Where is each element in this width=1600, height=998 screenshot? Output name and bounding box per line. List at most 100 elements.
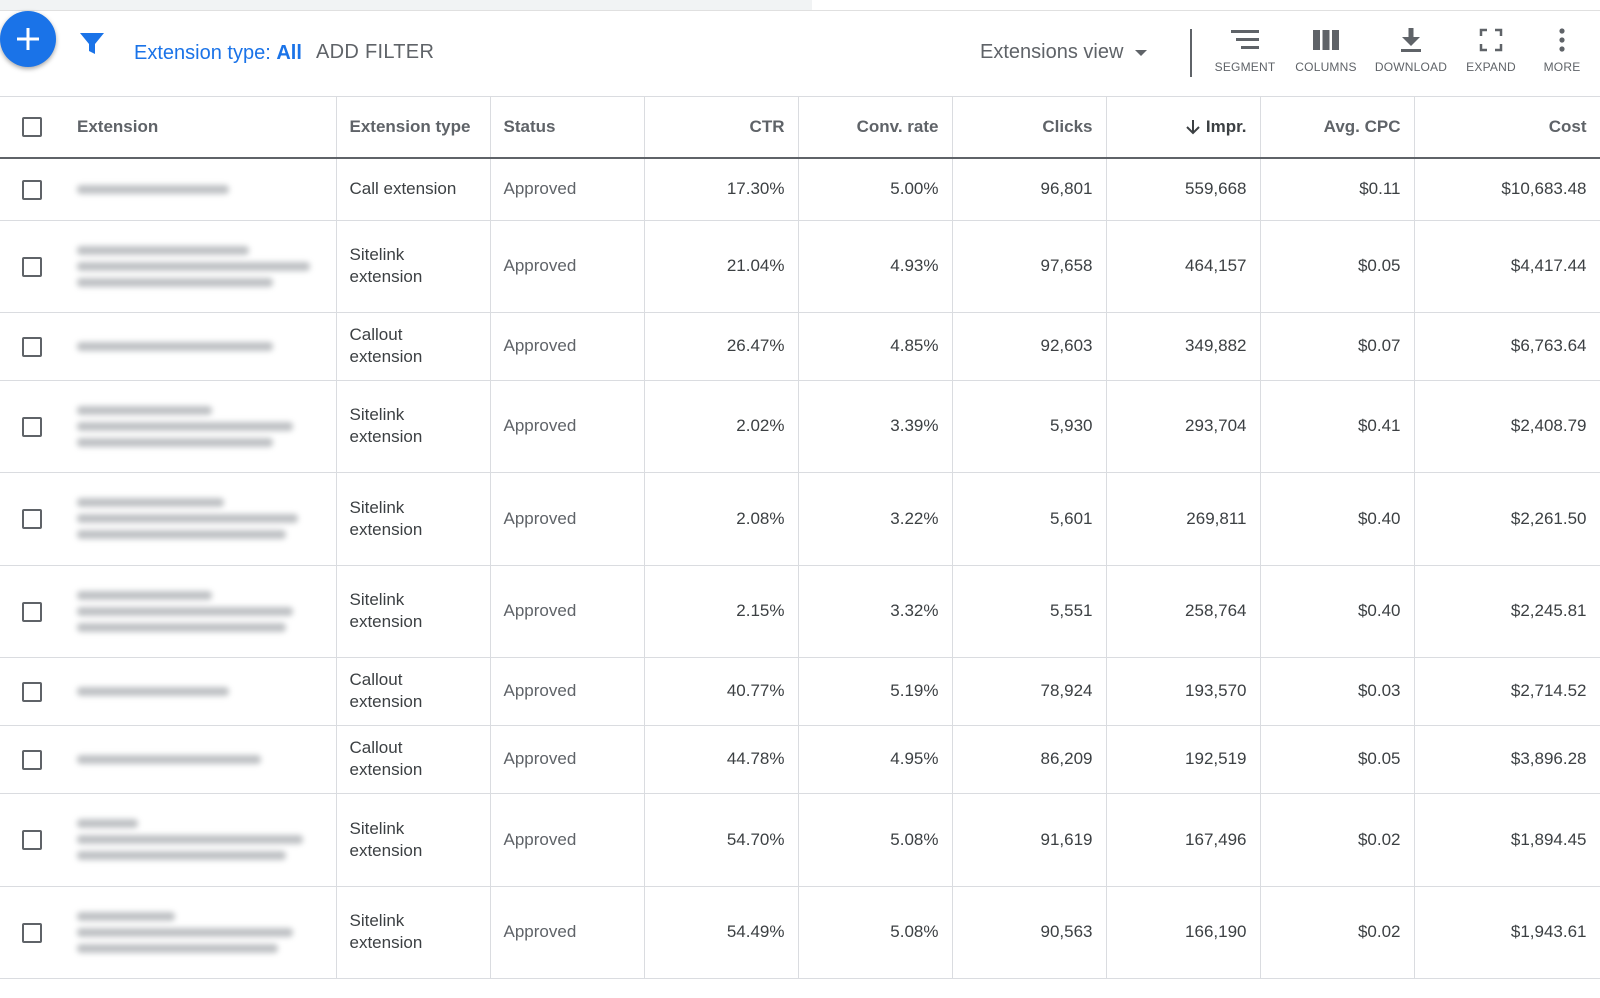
row-checkbox[interactable] [22,749,42,770]
cell-status: Approved [490,312,645,381]
columns-button[interactable]: COLUMNS [1286,27,1366,74]
row-select-cell [0,793,64,887]
row-checkbox[interactable] [22,509,42,530]
view-select[interactable]: Extensions view [980,41,1148,64]
header-avg-cpc[interactable]: Avg. CPC [1260,97,1415,159]
redacted-text [77,819,323,860]
table-row[interactable]: Sitelink extension Approved 2.08% 3.22% 5,60… [0,472,1600,566]
cell-clicks: 5,601 [952,472,1107,566]
row-checkbox[interactable] [22,179,42,200]
header-extension[interactable]: Extension [64,97,337,159]
header-extension-type[interactable]: Extension type [336,97,491,159]
redacted-line [77,498,225,507]
header-conv-rate[interactable]: Conv. rate [798,97,953,159]
row-checkbox[interactable] [22,681,42,702]
table-row[interactable]: Callout extension Approved 44.78% 4.95% 86,2… [0,725,1600,794]
toolbar-divider [1190,29,1192,77]
redacted-line [77,421,294,431]
cell-clicks: 86,209 [952,725,1107,794]
row-checkbox[interactable] [22,336,42,357]
cell-impr: 269,811 [1106,472,1261,566]
table-row[interactable]: Sitelink extension Approved 54.49% 5.08% 90,… [0,886,1600,979]
cell-conv-rate: 5.00% [798,158,953,221]
table-row[interactable]: Callout extension Approved 40.77% 5.19% 78,9… [0,657,1600,726]
cell-avg-cpc: $0.11 [1260,158,1415,221]
cell-extension-redacted[interactable] [64,725,337,794]
cell-conv-rate: 5.19% [798,657,953,726]
table-row[interactable]: Sitelink extension Approved 54.70% 5.08% 91,… [0,793,1600,887]
cell-conv-rate: 4.93% [798,220,953,313]
row-checkbox[interactable] [22,256,42,277]
cell-ctr: 17.30% [644,158,799,221]
row-checkbox[interactable] [22,922,42,943]
dropdown-caret-icon [1135,49,1148,56]
cell-cost: $1,943.61 [1414,886,1600,979]
cell-extension-type: Callout extension [336,725,491,794]
row-checkbox[interactable] [22,416,42,437]
header-status[interactable]: Status [490,97,645,159]
table-row[interactable]: Call extension Approved 17.30% 5.00% 96,801 5… [0,158,1600,221]
cell-extension-type: Call extension [336,158,491,221]
table-row[interactable]: Sitelink extension Approved 21.04% 4.93% 97,… [0,220,1600,313]
cell-extension-redacted[interactable] [64,472,337,566]
cell-cost: $2,245.81 [1414,565,1600,658]
redacted-text [77,590,323,632]
cell-avg-cpc: $0.02 [1260,886,1415,979]
header-ctr[interactable]: CTR [644,97,799,159]
redacted-line [77,686,230,696]
cell-ctr: 2.15% [644,565,799,658]
cell-clicks: 78,924 [952,657,1107,726]
cell-cost: $3,896.28 [1414,725,1600,794]
add-filter-button[interactable]: ADD FILTER [316,41,435,63]
cell-cost: $2,408.79 [1414,380,1600,473]
filter-icon[interactable] [78,29,106,57]
header-impr[interactable]: Impr. [1106,97,1261,159]
cell-status: Approved [490,220,645,313]
redacted-line [77,622,286,632]
cell-extension-redacted[interactable] [64,793,337,887]
cell-cost: $6,763.64 [1414,312,1600,381]
plus-icon [17,28,39,50]
cell-extension-redacted[interactable] [64,565,337,658]
segment-button[interactable]: SEGMENT [1205,27,1285,74]
row-checkbox[interactable] [22,830,42,851]
expand-icon [1479,28,1503,52]
row-select-cell [0,380,64,473]
cell-avg-cpc: $0.40 [1260,472,1415,566]
cell-extension-redacted[interactable] [64,220,337,313]
redacted-line [77,514,298,523]
cell-extension-redacted[interactable] [64,380,337,473]
cell-ctr: 40.77% [644,657,799,726]
redacted-text [77,686,323,696]
download-button[interactable]: DOWNLOAD [1371,27,1451,74]
cell-extension-redacted[interactable] [64,312,337,381]
header-impr-label: Impr. [1205,117,1247,136]
cell-extension-redacted[interactable] [64,657,337,726]
header-cost[interactable]: Cost [1414,97,1600,159]
cell-extension-redacted[interactable] [64,158,337,221]
cell-extension-redacted[interactable] [64,886,337,979]
expand-button[interactable]: EXPAND [1451,27,1531,74]
more-button[interactable]: MORE [1522,27,1600,74]
redacted-line [77,943,279,953]
row-select-cell [0,657,64,726]
select-all-checkbox[interactable] [22,117,42,138]
cell-ctr: 54.70% [644,793,799,887]
redacted-text [77,498,323,539]
table-row[interactable]: Callout extension Approved 26.47% 4.85% 92,6… [0,312,1600,381]
cell-avg-cpc: $0.41 [1260,380,1415,473]
cell-extension-type: Callout extension [336,312,491,381]
extension-type-filter[interactable]: Extension type: All [134,42,302,65]
table-row[interactable]: Sitelink extension Approved 2.15% 3.32% 5,55… [0,565,1600,658]
table-row[interactable]: Sitelink extension Approved 2.02% 3.39% 5,93… [0,380,1600,473]
add-button[interactable] [0,11,56,67]
cell-avg-cpc: $0.05 [1260,725,1415,794]
cell-status: Approved [490,725,645,794]
cell-conv-rate: 3.39% [798,380,953,473]
header-clicks[interactable]: Clicks [952,97,1107,159]
redacted-line [77,530,286,539]
redacted-text [77,754,323,764]
extension-type-label: Extension type: [134,42,271,64]
row-checkbox[interactable] [22,601,42,622]
cell-conv-rate: 4.95% [798,725,953,794]
